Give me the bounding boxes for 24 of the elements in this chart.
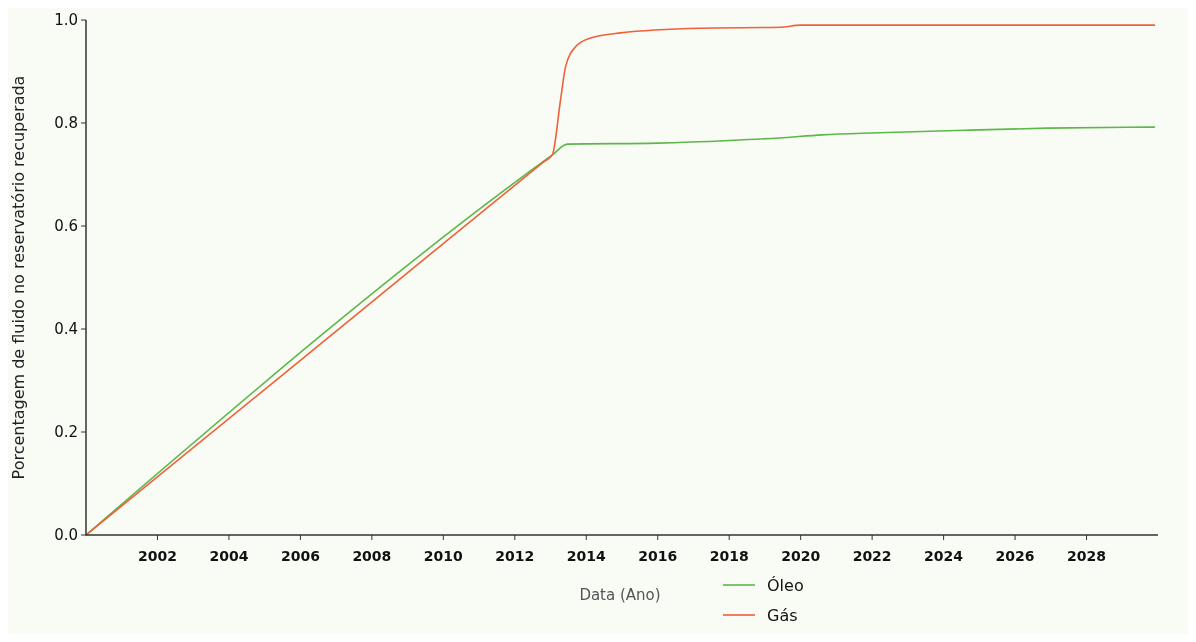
x-tick-label: 2010 xyxy=(423,548,464,564)
x-axis-title: Data (Ano) xyxy=(579,586,661,604)
x-tick-label: 2004 xyxy=(209,548,249,564)
y-tick-label: 0.6 xyxy=(54,217,78,236)
x-tick-label: 2006 xyxy=(280,548,320,564)
x-tick-label: 2028 xyxy=(1067,548,1107,564)
y-tick-label: 0.0 xyxy=(54,526,78,545)
x-tick-label: 2014 xyxy=(566,548,607,564)
x-tick-label: 2018 xyxy=(709,548,749,564)
y-axis-title: Porcentagem de fluido no reservatório recuperada xyxy=(9,75,28,480)
x-tick-label: 2022 xyxy=(852,548,892,564)
x-tick-label: 2024 xyxy=(924,548,964,564)
y-tick-label: 0.2 xyxy=(54,423,78,442)
x-tick-label: 2002 xyxy=(137,548,177,564)
y-tick-label: 0.8 xyxy=(54,114,78,133)
y-tick-label: 0.4 xyxy=(54,320,78,339)
x-tick-label: 2020 xyxy=(781,548,821,564)
legend-label: Óleo xyxy=(767,575,804,595)
x-tick-label: 2016 xyxy=(638,548,678,564)
x-tick-label: 2008 xyxy=(352,548,392,564)
x-tick-label: 2012 xyxy=(495,548,535,564)
y-tick-label: 1.0 xyxy=(54,11,78,30)
x-tick-label: 2026 xyxy=(995,548,1035,564)
legend-label: Gás xyxy=(767,605,798,625)
